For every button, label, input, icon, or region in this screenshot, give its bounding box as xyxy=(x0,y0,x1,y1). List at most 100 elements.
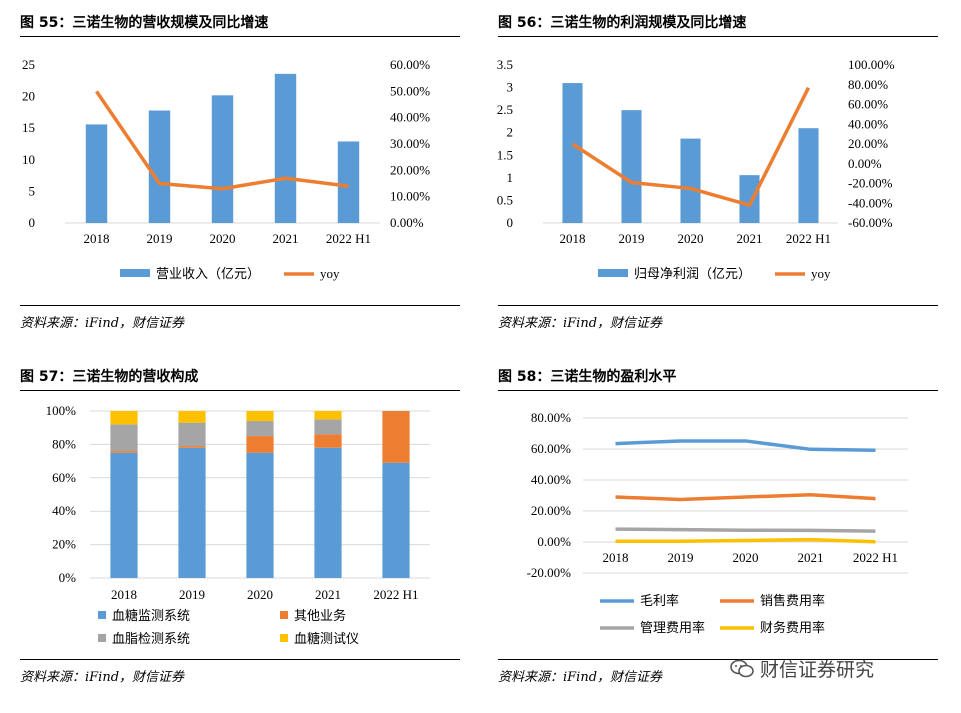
y2-tick-label: -60.00% xyxy=(848,215,893,230)
legend-label: 血糖测试仪 xyxy=(294,631,359,647)
segment-血糖监测系统-2018 xyxy=(110,452,138,578)
y-tick-label: 20% xyxy=(52,537,76,552)
panel-fig57: 图 57：三诺生物的营收构成 0% 20% 40% 60% 80% 100% 2018 201… xyxy=(20,366,460,696)
bar-2020 xyxy=(680,138,701,223)
line-毛利率 xyxy=(615,439,876,452)
x-tick-label: 2022 H1 xyxy=(326,231,371,246)
bar-2022 H1 xyxy=(337,141,360,223)
y-tick-label: 60% xyxy=(52,470,76,485)
legend-label-bar: 营业收入（亿元） xyxy=(156,267,260,282)
legend-label: 财务费用率 xyxy=(760,620,825,636)
segment-血脂检测系统-2019 xyxy=(178,422,206,447)
legend-swatch xyxy=(280,634,288,642)
segment-血脂检测系统-2018 xyxy=(110,424,138,452)
line-财务费用率 xyxy=(615,537,876,544)
panel-fig56: 图 56：三诺生物的利润规模及同比增速 0 0.5 1 1.5 2 2.5 3 3.5 -60.… xyxy=(497,12,938,342)
y2-tick-label: 100.00% xyxy=(848,57,895,72)
watermark-text: 财信证券研究 xyxy=(760,659,875,681)
legend-swatch xyxy=(280,611,288,619)
y-tick-label: 100% xyxy=(46,403,77,418)
bar-2019 xyxy=(148,110,171,223)
line-管理费用率 xyxy=(615,527,876,533)
y2-tick-label: 10.00% xyxy=(390,189,430,204)
legend-label: 销售费用率 xyxy=(760,593,825,609)
y-tick-label: 0 xyxy=(29,215,36,230)
segment-其他业务-2018 xyxy=(110,451,138,453)
y2-tick-label: 60.00% xyxy=(848,97,888,112)
x-tick-label: 2021 xyxy=(798,550,824,565)
x-tick-label: 2019 xyxy=(668,550,694,565)
y-tick-label: 20.00% xyxy=(531,503,571,518)
x-tick-label: 2018 xyxy=(111,587,137,602)
y2-tick-label: 20.00% xyxy=(848,136,888,151)
panel-fig55: 图 55：三诺生物的营收规模及同比增速 0 5 10 15 20 25 0.00% 10.00… xyxy=(20,12,460,342)
source-note: 资料来源：iFind，财信证券 xyxy=(20,670,185,685)
y2-tick-label: 20.00% xyxy=(390,162,430,177)
y2-tick-label: 40.00% xyxy=(390,110,430,125)
x-tick-label: 2020 xyxy=(678,231,704,246)
segment-血脂检测系统-2020 xyxy=(246,421,274,437)
segment-血糖监测系统-2021 xyxy=(314,447,342,578)
x-tick-label: 2020 xyxy=(210,231,236,246)
bar-2018 xyxy=(562,83,583,223)
profitability-chart: -20.00% 0.00% 20.00% 40.00% 60.00% 80.00% 2018… xyxy=(527,410,908,636)
source-note: 资料来源：iFind，财信证券 xyxy=(20,316,185,331)
segment-其他业务-2019 xyxy=(178,446,206,448)
line-销售费用率 xyxy=(615,492,876,502)
legend-label: 毛利率 xyxy=(640,593,679,609)
legend-label: 管理费用率 xyxy=(640,620,705,636)
legend-label-line: yoy xyxy=(320,266,340,281)
segment-血脂检测系统-2021 xyxy=(314,419,342,435)
title-rule xyxy=(20,390,460,391)
x-tick-label: 2020 xyxy=(247,587,273,602)
segment-其他业务-2020 xyxy=(246,436,274,453)
title-rule xyxy=(498,390,938,391)
y-tick-label: 25 xyxy=(22,57,35,72)
revenue-chart: 0 5 10 15 20 25 0.00% 10.00% 20.00% 30.00% 40.00% 5… xyxy=(22,57,430,282)
x-tick-label: 2021 xyxy=(315,587,341,602)
y2-tick-label: -40.00% xyxy=(848,195,893,210)
y-tick-label: 2.5 xyxy=(497,102,513,117)
x-tick-label: 2019 xyxy=(179,587,205,602)
y2-tick-label: 40.00% xyxy=(848,116,888,131)
y2-tick-label: -20.00% xyxy=(848,176,893,191)
y-tick-label: 3.5 xyxy=(497,57,513,72)
legend-label: 血糖监测系统 xyxy=(112,608,190,624)
source-rule xyxy=(498,659,938,660)
source-rule xyxy=(20,305,460,306)
bar-2021 xyxy=(739,175,760,223)
y2-tick-label: 60.00% xyxy=(390,57,430,72)
segment-血糖测试仪-2021 xyxy=(314,411,342,420)
panel-fig58: 图 58：三诺生物的盈利水平 -20.00% 0.00% 20.00% 40.00% 6… xyxy=(498,366,938,696)
bar-2019 xyxy=(621,110,642,223)
legend-swatch-bar xyxy=(598,269,628,277)
profit-chart: 0 0.5 1 1.5 2 2.5 3 3.5 -60.00% -40.00% -20.00% 0.0… xyxy=(497,57,895,282)
legend-swatch xyxy=(98,611,106,619)
y-tick-label: 2 xyxy=(507,125,514,140)
x-tick-label: 2019 xyxy=(619,231,645,246)
y-tick-label: 1 xyxy=(507,170,514,185)
x-tick-label: 2022 H1 xyxy=(853,550,898,565)
x-tick-label: 2020 xyxy=(733,550,759,565)
y-tick-label: 60.00% xyxy=(531,441,571,456)
y-tick-label: 0 xyxy=(507,215,514,230)
y2-tick-label: 50.00% xyxy=(390,83,430,98)
legend-label-bar: 归母净利润（亿元） xyxy=(634,267,751,282)
segment-血糖测试仪-2018 xyxy=(110,411,138,425)
title-rule xyxy=(498,36,938,37)
x-tick-label: 2021 xyxy=(737,231,763,246)
bar-2018 xyxy=(85,124,108,223)
x-tick-label: 2018 xyxy=(560,231,586,246)
segment-血糖测试仪-2020 xyxy=(246,411,274,422)
source-note: 资料来源：iFind，财信证券 xyxy=(498,670,663,685)
y2-tick-label: 30.00% xyxy=(390,136,430,151)
x-tick-label: 2018 xyxy=(603,550,629,565)
y-tick-label: 15 xyxy=(22,120,35,135)
segment-血糖测试仪-2019 xyxy=(178,411,206,423)
y2-tick-label: 80.00% xyxy=(848,77,888,92)
y-tick-label: 80% xyxy=(52,436,76,451)
y-tick-label: 20 xyxy=(22,89,35,104)
y-tick-label: 80.00% xyxy=(531,410,571,425)
wechat-icon xyxy=(730,659,754,679)
source-rule xyxy=(20,659,460,660)
